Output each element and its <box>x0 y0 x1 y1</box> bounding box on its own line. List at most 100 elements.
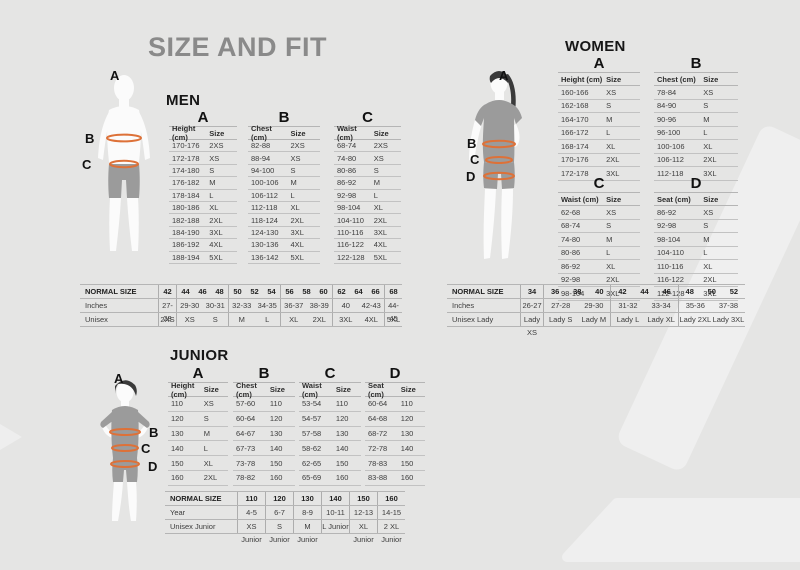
summary-row-label: Inches <box>452 301 475 310</box>
size-row: 88-94 XS <box>248 152 320 165</box>
size-row: 170-176 2XS <box>169 140 237 153</box>
size-cell: XL <box>209 203 219 213</box>
size-cell: 88-94 <box>251 153 271 163</box>
summary-row: Inches 27-28 29-30 30-31 32-33 34-35 36-37 38-3… <box>80 299 402 323</box>
summary-cell: 50 <box>707 287 716 296</box>
women-label-d: D <box>466 169 476 184</box>
men-torso <box>107 106 141 166</box>
men-label-c: C <box>82 157 92 172</box>
size-cell: XS <box>703 207 714 217</box>
size-cell: 94-100 <box>251 165 275 175</box>
size-cell: L <box>290 190 295 200</box>
size-cell: 140 <box>171 443 184 453</box>
women-left-leg <box>483 189 496 259</box>
size-cell: 140 <box>335 443 349 453</box>
size-row: 62-65 150 <box>299 456 361 471</box>
summary-row-label: Inches <box>85 301 108 310</box>
size-row: 116-122 2XL <box>654 274 738 287</box>
column-header: Size <box>373 128 389 138</box>
size-cell: 92-98 <box>657 221 677 231</box>
size-cell: 2XL <box>290 215 304 225</box>
size-cell: 2XL <box>703 155 717 165</box>
size-row: 83-88 160 <box>365 471 425 486</box>
summary-cell: XL <box>280 313 307 326</box>
summary-cell: 52 <box>250 287 259 296</box>
junior-label-b: B <box>149 425 159 440</box>
size-row: 92-98 L <box>334 190 401 202</box>
table-body: 78-84 XS 84-90 S 90-96 M 96-100 L 100-106 XL 106-1… <box>654 86 738 181</box>
size-cell: 74-80 <box>337 153 357 163</box>
junior-table-height: A Height (cm) Size 110 XS 120 S 130 M 140 L 150 X… <box>168 366 228 486</box>
column-header: Chest (cm) <box>657 74 696 84</box>
size-row: 86-92 XS <box>654 206 738 220</box>
size-row: 86-92 XL <box>558 260 640 274</box>
size-cell: 60-64 <box>236 414 256 424</box>
size-cell: 184-190 <box>172 227 200 237</box>
size-cell: 2XL <box>209 215 223 225</box>
summary-cell: Lady 2XL <box>677 313 712 326</box>
size-cell: 130-136 <box>251 240 279 250</box>
size-cell: 68-74 <box>561 221 581 231</box>
size-cell: 100-106 <box>251 178 279 188</box>
summary-row-label: NORMAL SIZE <box>452 287 504 296</box>
size-cell: 130 <box>171 428 184 438</box>
column-header: Size <box>290 128 306 138</box>
size-cell: 2XS <box>290 141 305 151</box>
summary-cell: 48 <box>215 287 224 296</box>
table-body: 62-68 XS 68-74 S 74-80 M 80-86 L 86-92 XL 92-98 2XL… <box>558 206 640 301</box>
size-row: 64-68 120 <box>365 412 425 427</box>
summary-cell: 2XS <box>158 313 176 326</box>
size-cell: 86-92 <box>561 261 581 271</box>
men-waist-measure-line <box>109 159 139 169</box>
size-cell: 53-54 <box>302 399 322 409</box>
size-cell: 160 <box>335 473 349 483</box>
size-cell: 96-100 <box>657 128 681 138</box>
size-cell: 65-69 <box>302 473 322 483</box>
men-section-title: MEN <box>166 92 201 109</box>
size-row: 74-80 M <box>558 233 640 247</box>
size-cell: 116-122 <box>657 275 684 285</box>
size-cell: XS <box>290 153 301 163</box>
size-cell: S <box>373 165 379 175</box>
column-header: Size <box>606 74 622 84</box>
summary-row: Unisex Junior XS Junior S Junior M Junior L … <box>165 520 405 544</box>
men-table-chest: B Chest (cm) Size 82-88 2XS 88-94 XS 94-100 S… <box>248 110 320 264</box>
summary-cell: 3XL <box>332 313 359 326</box>
size-cell: L <box>606 128 611 138</box>
summary-cell: S <box>212 315 218 324</box>
size-row: 57-60 110 <box>233 397 295 412</box>
women-label-b: B <box>467 136 477 151</box>
table-letter: B <box>248 110 320 127</box>
table-header: Waist (cm) Size <box>334 124 401 142</box>
summary-cell: 50 <box>228 285 246 298</box>
summary-cell: 42 <box>610 285 633 298</box>
size-row: 124-130 3XL <box>248 227 320 240</box>
summary-cell: 54 <box>267 287 276 296</box>
summary-cell: 36 <box>543 285 566 298</box>
size-row: 168-174 XL <box>558 140 640 154</box>
size-cell: 4XL <box>373 240 388 250</box>
summary-cell: 31-32 <box>610 299 644 312</box>
men-table-height: A Height (cm) Size 170-176 2XS 172-178 XS 17… <box>169 110 237 264</box>
size-cell: M <box>703 114 710 124</box>
size-cell: 98-104 <box>561 288 585 298</box>
men-neck <box>119 98 129 107</box>
summary-cell: Lady XS <box>520 313 543 337</box>
table-letter: D <box>365 366 425 383</box>
size-cell: S <box>203 414 209 424</box>
women-table-waist: C Waist (cm) Size 62-68 XS 68-74 S 74-80 M 80-… <box>558 176 640 301</box>
table-body: 160-166 XS 162-168 S 164-170 M 166-172 L 168-174… <box>558 86 640 181</box>
size-row: 78-84 XS <box>654 86 738 100</box>
table-letter: B <box>654 56 738 73</box>
size-cell: 110 <box>400 399 413 409</box>
page-title: SIZE AND FIT <box>148 32 327 62</box>
size-cell: 150 <box>335 458 349 468</box>
women-seat-measure-line <box>483 171 515 181</box>
size-row: 130 M <box>168 427 228 442</box>
column-header: Size <box>209 128 225 138</box>
size-cell: XS <box>203 399 214 409</box>
size-row: 80-86 L <box>558 247 640 260</box>
size-cell: 150 <box>400 458 414 468</box>
size-cell: 174-180 <box>172 165 200 175</box>
table-letter: A <box>168 366 228 383</box>
